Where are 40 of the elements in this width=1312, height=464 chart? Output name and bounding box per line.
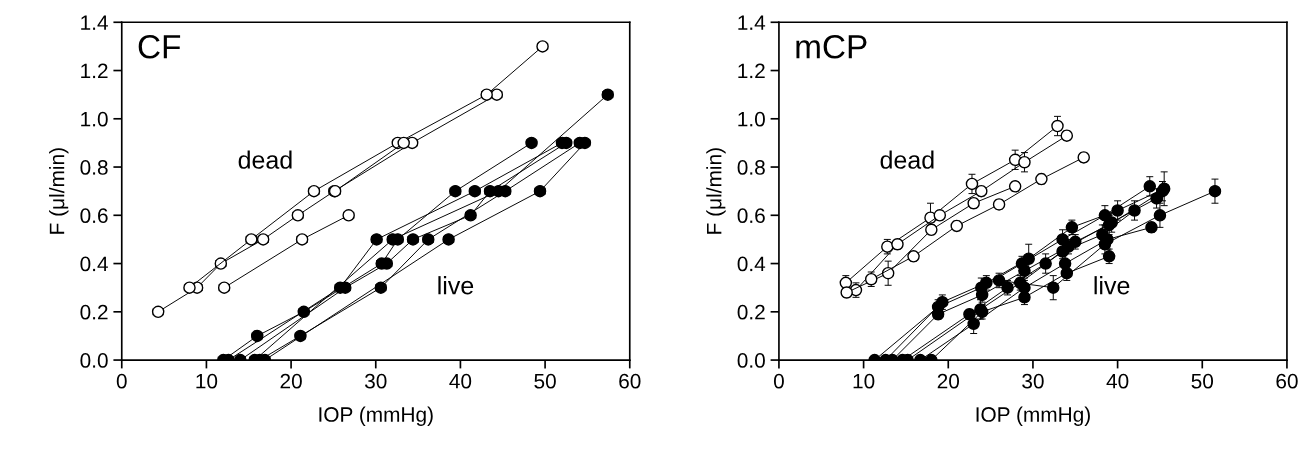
annotation: live: [1094, 276, 1130, 295]
x-tick-label: 10: [196, 373, 218, 389]
chart-title: mCP: [796, 34, 867, 59]
y-tick-label: 0.6: [80, 208, 108, 224]
y-axis-title: F (μl/min): [49, 148, 69, 234]
y-tick-label: 0.2: [737, 304, 765, 320]
chart-title: CF: [138, 34, 181, 59]
x-tick-label: 50: [1191, 373, 1214, 389]
annotation: live: [438, 276, 474, 295]
x-axis-title: IOP (mmHg): [976, 406, 1090, 426]
y-tick-label: 1.2: [81, 63, 108, 79]
y-tick-label: 1.0: [738, 111, 765, 127]
x-tick-label: 40: [1106, 373, 1129, 389]
y-tick-label: 0.4: [80, 256, 108, 272]
y-tick-label: 0.0: [737, 353, 765, 368]
y-tick-label: 0.0: [80, 353, 108, 368]
x-tick-label: 20: [937, 373, 960, 389]
x-tick-label: 60: [1276, 373, 1298, 389]
annotation: dead: [238, 150, 292, 169]
y-tick-label: 0.8: [80, 160, 108, 175]
y-tick-label: 0.4: [737, 256, 766, 272]
x-tick-label: 50: [534, 373, 556, 389]
annotation: dead: [880, 150, 934, 169]
x-tick-label: 40: [449, 373, 472, 389]
y-tick-label: 0.6: [737, 208, 765, 224]
y-tick-label: 1.0: [81, 111, 108, 127]
y-axis-title: F (μl/min): [706, 148, 726, 234]
x-tick-label: 30: [364, 373, 387, 389]
y-tick-label: 1.4: [81, 15, 108, 30]
x-axis-title: IOP (mmHg): [319, 406, 433, 426]
x-tick-label: 0: [116, 373, 127, 389]
x-tick-label: 20: [280, 373, 302, 389]
y-tick-label: 0.2: [80, 304, 108, 320]
x-tick-label: 0: [773, 373, 784, 389]
y-tick-label: 1.2: [738, 63, 765, 79]
x-tick-label: 10: [853, 373, 875, 389]
x-tick-label: 30: [1022, 373, 1044, 389]
x-tick-label: 60: [619, 373, 641, 389]
y-tick-label: 1.4: [738, 15, 766, 30]
y-tick-label: 0.8: [737, 160, 765, 175]
